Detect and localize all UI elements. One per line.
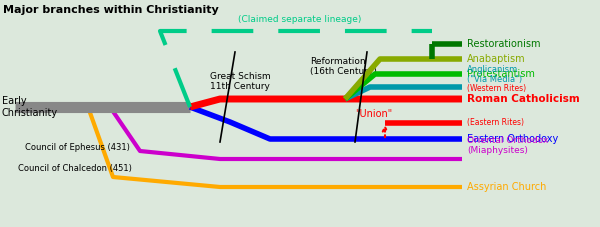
Text: Early
Christianity: Early Christianity <box>2 96 58 118</box>
Text: Great Schism
11th Century: Great Schism 11th Century <box>210 72 271 91</box>
Text: Oriental Orthodox
(Miaphysites): Oriental Orthodox (Miaphysites) <box>467 136 548 155</box>
Text: Major branches within Christianity: Major branches within Christianity <box>3 5 219 15</box>
Text: Restorationism: Restorationism <box>467 39 541 49</box>
Text: (Claimed separate lineage): (Claimed separate lineage) <box>238 15 362 25</box>
Text: Council of Ephesus (431): Council of Ephesus (431) <box>25 143 130 151</box>
Text: Reformation
(16th Century): Reformation (16th Century) <box>310 57 377 76</box>
Text: Assyrian Church: Assyrian Church <box>467 182 547 192</box>
Text: Anabaptism: Anabaptism <box>467 54 526 64</box>
Text: Anglicanism
("Via Media"): Anglicanism ("Via Media") <box>467 65 522 84</box>
Text: (Eastern Rites): (Eastern Rites) <box>467 118 524 128</box>
Text: Eastern Orthodoxy: Eastern Orthodoxy <box>467 134 558 144</box>
Text: Protestantism: Protestantism <box>467 69 535 79</box>
Text: "Union": "Union" <box>355 109 392 119</box>
Text: Council of Chalcedon (451): Council of Chalcedon (451) <box>18 165 132 173</box>
Text: Roman Catholicism: Roman Catholicism <box>467 94 580 104</box>
Text: (Western Rites): (Western Rites) <box>467 84 526 94</box>
